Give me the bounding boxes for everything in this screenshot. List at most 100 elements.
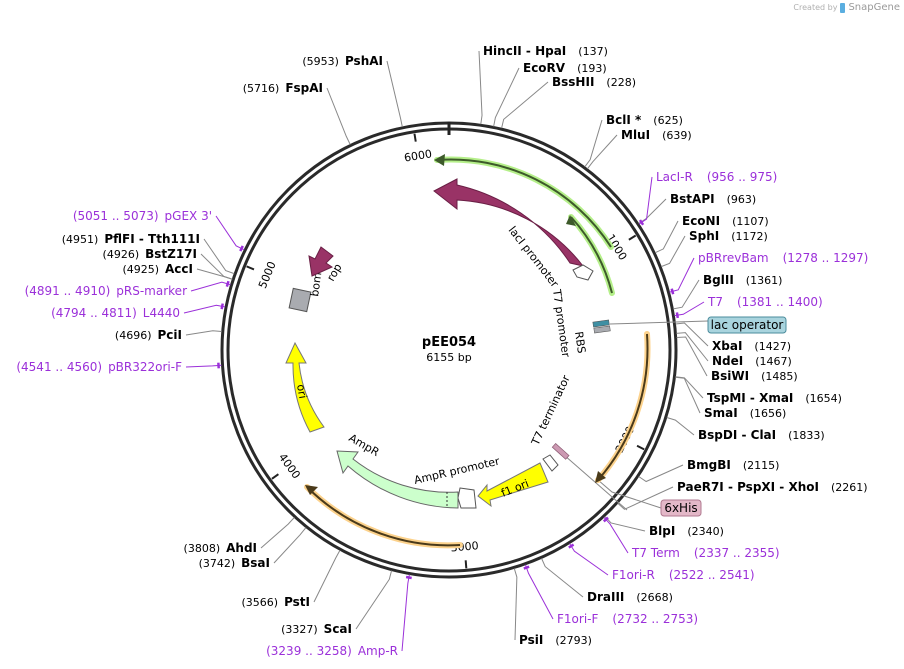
restriction-site[interactable]: AccI (4925) (122, 262, 193, 276)
primer-arrow (405, 575, 412, 580)
feature-label: AmpR promoter (413, 454, 502, 486)
restriction-site[interactable]: MluI (639) (621, 128, 692, 142)
primer[interactable]: Amp-R (3239 .. 3258) (266, 575, 412, 658)
leader-line (326, 87, 351, 145)
leader-line (524, 564, 554, 620)
orf-arcs (304, 154, 651, 549)
primer-range: (2337 .. 2355) (694, 546, 780, 560)
primer[interactable]: LacI-R (956 .. 975) (638, 170, 777, 226)
leader-line (541, 558, 584, 598)
leader-line (185, 330, 222, 336)
restriction-site[interactable]: XbaI (1427) (712, 339, 791, 353)
feature-T7-promoter[interactable]: T7 promoter (550, 288, 573, 359)
leader-line (386, 60, 403, 127)
feature-label: RBS (572, 331, 588, 355)
leader-line (200, 253, 233, 280)
primer-arrow (670, 288, 675, 295)
feature-RBS[interactable]: RBS (572, 319, 611, 355)
primer[interactable]: pGEX 3' (5051 .. 5073) (73, 209, 244, 252)
orf-lacI-inner[interactable] (568, 214, 615, 296)
primer[interactable]: L4440 (4794 .. 4811) (51, 303, 224, 320)
restriction-site[interactable]: BsaI (3742) (199, 556, 270, 570)
site-position: (1361) (746, 274, 783, 287)
restriction-site[interactable]: HincII - HpaI (137) (483, 44, 608, 58)
site-name: BsaI (241, 556, 270, 570)
restriction-site[interactable]: BclI * (625) (606, 113, 683, 127)
restriction-site[interactable]: AhdI (3808) (184, 541, 257, 555)
site-name: PflFI - Tth111I (104, 232, 200, 246)
feature-ori[interactable]: ori (285, 341, 325, 433)
site-position: (4926) (103, 248, 140, 261)
site-position: (963) (727, 193, 757, 206)
restriction-site[interactable]: BsiWI (1485) (711, 369, 798, 383)
restriction-site[interactable]: PshAI (5953) (302, 54, 383, 68)
primer-name: pBR322ori-F (108, 360, 182, 374)
primer-range: (956 .. 975) (707, 170, 777, 184)
restriction-site[interactable]: BmgBI (2115) (687, 458, 779, 472)
feature-label: lacI (522, 205, 545, 226)
site-position: (228) (606, 76, 636, 89)
leader-line (597, 479, 662, 509)
restriction-site[interactable]: ScaI (3327) (281, 622, 352, 636)
primer-name: F1ori-R (612, 568, 655, 582)
feature-label: bom (308, 271, 324, 297)
restriction-site[interactable]: EcoNI (1107) (682, 214, 769, 228)
primer[interactable]: pBRrevBam (1278 .. 1297) (670, 251, 869, 295)
restriction-site[interactable]: PflFI - Tth111I (4951) (62, 232, 200, 246)
restriction-site[interactable]: NdeI (1467) (712, 354, 792, 368)
primer[interactable]: pBR322ori-F (4541 .. 4560) (16, 360, 220, 374)
feature-T7-terminator[interactable]: T7 terminator (529, 373, 573, 460)
restriction-site[interactable]: PciI (4696) (115, 328, 182, 342)
restriction-site[interactable]: BstZ17I (4926) (103, 247, 197, 261)
site-position: (137) (578, 45, 608, 58)
leader-line (617, 486, 674, 510)
site-name: BstZ17I (145, 247, 197, 261)
primer-name: Amp-R (358, 644, 398, 658)
site-position: (2793) (555, 634, 592, 647)
leader-line (260, 517, 295, 549)
leader-line (185, 364, 222, 368)
boxed-feature-lac-operator[interactable]: lac operator (707, 316, 787, 334)
restriction-site[interactable]: FspAI (5716) (243, 81, 323, 95)
primer[interactable]: pRS-marker (4891 .. 4910) (25, 280, 230, 298)
restriction-site[interactable]: PsiI (2793) (519, 633, 592, 647)
tick-mark (246, 265, 255, 271)
primers: LacI-R (956 .. 975) pBRrevBam (1278 .. 1297… (16, 170, 868, 658)
restriction-site[interactable]: BlpI (2340) (649, 524, 724, 538)
leader-line (215, 215, 245, 251)
restriction-site[interactable]: EcoRV (193) (523, 61, 607, 75)
restriction-site[interactable]: SmaI (1656) (704, 406, 786, 420)
feature-label: ori (294, 383, 309, 399)
restriction-site[interactable]: TspMI - XmaI (1654) (707, 391, 842, 405)
leader-line (604, 516, 646, 532)
restriction-site[interactable]: SphI (1172) (689, 229, 768, 243)
restriction-site[interactable]: BspDI - ClaI (1833) (698, 428, 825, 442)
tick-mark (628, 234, 637, 241)
primer[interactable]: T7 (1381 .. 1400) (675, 295, 823, 319)
primer[interactable]: F1ori-F (2732 .. 2753) (523, 565, 698, 626)
site-position: (1107) (732, 215, 769, 228)
primer[interactable]: T7 Term (2337 .. 2355) (602, 516, 780, 560)
restriction-site[interactable]: DraIII (2668) (587, 590, 673, 604)
restriction-site[interactable]: BglII (1361) (703, 273, 782, 287)
leader-line (587, 134, 618, 170)
site-position: (1656) (750, 407, 787, 420)
primer-arrow (638, 219, 645, 226)
leader-line (675, 322, 709, 347)
restriction-site[interactable]: BssHII (228) (552, 75, 636, 89)
primer-name: pBRrevBam (698, 251, 769, 265)
boxed-feature-label: 6xHis (664, 501, 697, 515)
feature-T7-promoter-arrow[interactable] (542, 454, 559, 472)
site-name: XbaI (712, 339, 742, 353)
primer-range: (3239 .. 3258) (266, 644, 352, 658)
boxed-feature-label: lac operator (711, 318, 784, 332)
site-name: AccI (165, 262, 193, 276)
restriction-site[interactable]: PstI (3566) (241, 595, 310, 609)
primer[interactable]: F1ori-R (2522 .. 2541) (568, 543, 755, 582)
feature-bom[interactable]: bom (288, 271, 324, 313)
restriction-site[interactable]: PaeR7I - PspXI - XhoI (2261) (677, 480, 868, 494)
boxed-feature-6xhis[interactable]: 6xHis (660, 499, 702, 517)
restriction-site[interactable]: BstAPI (963) (670, 192, 756, 206)
site-position: (3566) (241, 596, 278, 609)
leader-line (638, 176, 653, 225)
